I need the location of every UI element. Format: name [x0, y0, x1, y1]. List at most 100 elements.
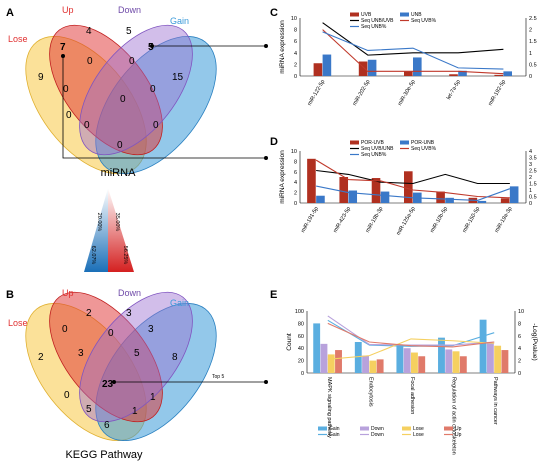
bar — [459, 356, 467, 373]
y-tick-label: 6 — [294, 39, 297, 45]
series-line — [322, 29, 504, 75]
x-tick-label: let-7a-5p — [446, 79, 462, 101]
bar — [418, 356, 426, 373]
legend-label: Seq UVB% — [411, 146, 437, 152]
series-line — [327, 322, 495, 348]
series-line — [327, 338, 495, 360]
x-tick-label: miR-423-5p — [333, 206, 353, 234]
y2-tick-label: 2.5 — [529, 16, 537, 22]
bar — [307, 158, 316, 203]
bar — [477, 200, 487, 203]
bar — [322, 54, 332, 76]
y-tick-label: 4 — [294, 180, 297, 186]
bar — [445, 349, 453, 373]
bar — [436, 191, 445, 203]
bar — [376, 359, 384, 373]
panel-label-c: C — [270, 7, 278, 19]
y-tick-label: 100 — [295, 309, 304, 315]
y2-tick-label: 0 — [518, 371, 521, 377]
bar — [348, 190, 358, 203]
x-tick-label: miR-191-5p — [300, 206, 320, 234]
bar — [362, 355, 369, 373]
bar — [313, 63, 323, 76]
y2-tick-label: 1.5 — [529, 39, 537, 45]
chart-c: 0 2 4 6 8 10 0 0.5 1 1.5 2 2.5 miRNA expression miR-1… — [279, 12, 537, 107]
venn-count: 5 — [86, 404, 92, 415]
bar — [494, 345, 502, 373]
bar — [316, 195, 325, 203]
bar — [411, 352, 418, 373]
venn-mirna-caption: miRNA — [101, 167, 136, 179]
venn-count: 1 — [150, 392, 156, 403]
chart-e: 0 20 40 60 80 100 0 2 4 6 8 10 Count -Log(Pvalue) MAPK… — [286, 309, 538, 455]
y2-tick-label: 2 — [518, 359, 521, 365]
x-tick-label: miR-19b-3p — [365, 206, 385, 234]
bar — [404, 71, 413, 76]
legend-label: POR-UVB — [361, 140, 384, 146]
legend-label: Seq UNB% — [361, 152, 387, 158]
bar — [503, 71, 512, 76]
y2-tick-label: 0.5 — [529, 62, 537, 68]
top5-label: Top 5 — [212, 374, 224, 380]
x-tick-label: Focal adhesion — [409, 377, 415, 414]
x-tick-label: miR-192-5p — [488, 79, 508, 107]
x-tick-label: Endocytosis — [367, 377, 373, 407]
venn-count: 15 — [172, 72, 184, 83]
bar — [358, 61, 368, 76]
y2-tick-label: 1 — [529, 51, 532, 57]
gradient-blue — [84, 188, 108, 272]
venn-count: 23 — [102, 379, 114, 390]
panel-label-e: E — [270, 289, 277, 301]
legend-label: Lose — [413, 426, 424, 432]
y-tick-label: 8 — [294, 159, 297, 165]
y-axis-label: miRNA expression — [279, 150, 286, 204]
venn-count: 0 — [84, 120, 90, 131]
venn-label-lose: Lose — [8, 318, 28, 328]
bar — [479, 319, 487, 373]
venn-count: 0 — [153, 120, 159, 131]
bar — [339, 177, 349, 203]
bar — [449, 74, 458, 76]
x-tick-label: miR-30e-5p — [397, 79, 417, 107]
bar — [313, 323, 321, 373]
y2-tick-label: 10 — [518, 309, 524, 315]
bar — [509, 186, 519, 203]
panel-label-a: A — [6, 7, 14, 19]
legend-label: UVB — [361, 12, 372, 18]
venn-count: 0 — [64, 390, 70, 401]
x-tick-label: miR-202-5p — [352, 79, 372, 107]
y2-tick-label: 0.5 — [529, 195, 537, 201]
gradient-label: 35.00% — [114, 213, 120, 232]
y-tick-label: 60 — [298, 334, 304, 340]
bar — [320, 343, 328, 373]
y-tick-label: 2 — [294, 191, 297, 197]
legend-label: Seq UNB/UVB — [361, 18, 394, 24]
venn-label-down: Down — [118, 288, 141, 298]
connector-dot — [264, 44, 268, 48]
y-tick-label: 40 — [298, 346, 304, 352]
connector-dot — [264, 156, 268, 160]
legend-label: Gain — [329, 432, 340, 438]
y2-tick-label: 6 — [518, 334, 521, 340]
series-line — [322, 22, 504, 56]
bar — [458, 70, 467, 76]
venn-count: 5 — [126, 26, 132, 37]
bar — [396, 345, 404, 373]
venn-count: 5 — [134, 348, 140, 359]
y-tick-label: 8 — [294, 28, 297, 34]
venn-set-down — [79, 24, 193, 156]
venn-label-lose: Lose — [8, 34, 28, 44]
bar — [452, 351, 460, 373]
venn-count: 3 — [126, 308, 132, 319]
panel-label-d: D — [270, 136, 278, 148]
legend-swatch — [360, 426, 369, 431]
y2-tick-label: 1 — [529, 188, 532, 194]
venn-label-down: Down — [118, 5, 141, 15]
y2-tick-label: 1.5 — [529, 182, 537, 188]
y2-tick-label: 8 — [518, 321, 521, 327]
venn-count: 0 — [129, 56, 135, 67]
x-tick-label: miR-125a-5p — [396, 206, 417, 237]
x-tick-label: Pathways in cancer — [492, 377, 498, 425]
venn-count: 0 — [108, 328, 114, 339]
